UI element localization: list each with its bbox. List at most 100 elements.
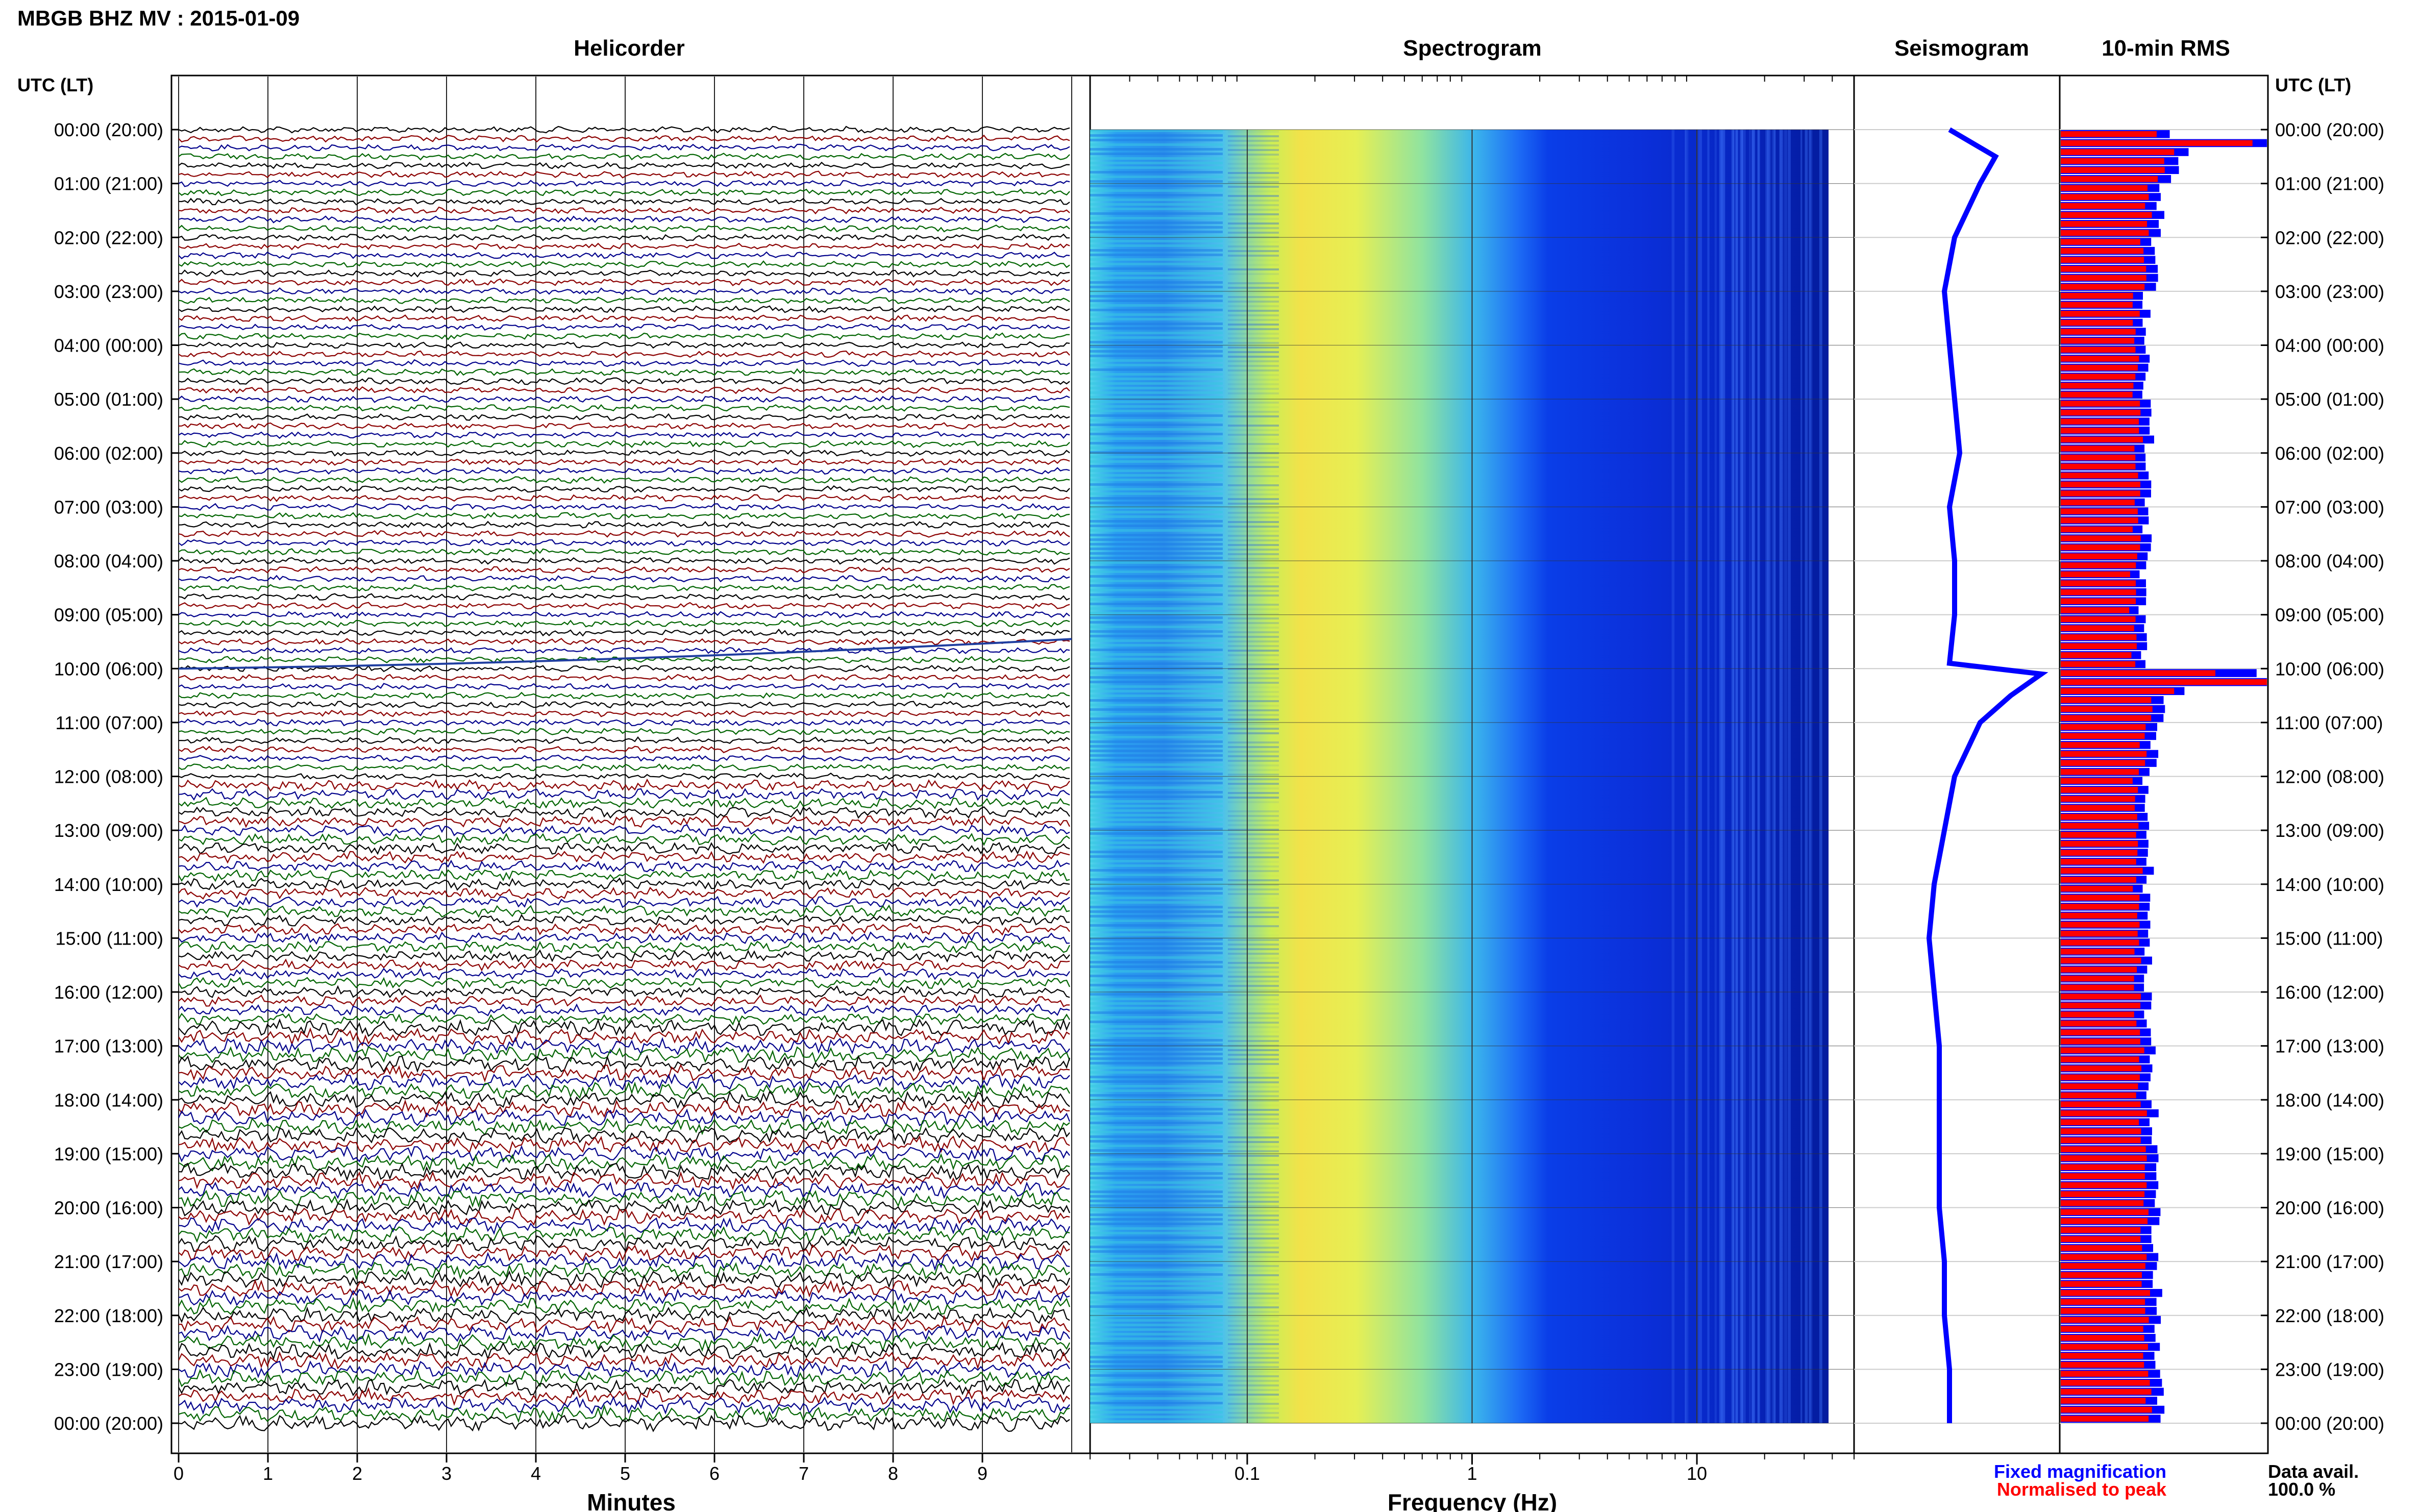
time-label-right: 17:00 (13:00) (2275, 1036, 2384, 1057)
helicorder-trace (178, 225, 1070, 233)
seismogram-trace (1926, 127, 2048, 1423)
time-label-left: 19:00 (15:00) (54, 1144, 163, 1164)
helicorder-trace (178, 968, 1070, 981)
helicorder-trace (178, 859, 1070, 873)
time-label-left: 07:00 (03:00) (54, 497, 163, 517)
time-label-right: 02:00 (22:00) (2275, 227, 2384, 248)
helicorder-trace (178, 476, 1070, 484)
rms-bar-normalised (2061, 391, 2133, 398)
helicorder-trace (178, 395, 1070, 403)
rms-bar-normalised (2061, 867, 2143, 874)
helicorder-trace (178, 994, 1070, 1008)
helicorder-trace (178, 691, 1070, 700)
rms-bar-normalised (2061, 436, 2143, 443)
rms-bar-normalised (2061, 1191, 2145, 1197)
time-label-right: 06:00 (02:00) (2275, 443, 2384, 464)
helicorder-trace (178, 877, 1070, 891)
helicorder-trace (178, 242, 1070, 251)
helicorder-trace (178, 287, 1070, 295)
rms-bar-normalised (2061, 499, 2135, 506)
time-label-left: 17:00 (13:00) (54, 1036, 163, 1057)
rms-bar-normalised (2061, 742, 2140, 748)
rms-bar-normalised (2061, 140, 2253, 146)
rms-bar-normalised (2061, 302, 2133, 308)
time-label-right: 03:00 (23:00) (2275, 281, 2384, 302)
time-label-left: 01:00 (21:00) (54, 173, 163, 194)
time-label-right: 19:00 (15:00) (2275, 1144, 2384, 1164)
rms-bar-normalised (2061, 778, 2133, 784)
helicorder-trace (178, 1404, 1070, 1423)
rms-bar-normalised (2061, 1128, 2141, 1134)
rms-bar-normalised (2061, 858, 2136, 865)
rms-bar-normalised (2061, 1326, 2143, 1332)
minute-tick-label: 3 (441, 1463, 452, 1484)
spectrogram-heading: Spectrogram (1403, 36, 1541, 61)
helicorder-trace (178, 940, 1070, 954)
time-label-right: 10:00 (06:00) (2275, 658, 2384, 679)
helicorder-trace (178, 718, 1070, 727)
helicorder-trace (178, 647, 1070, 654)
helicorder-trace (178, 350, 1070, 358)
rms-bar-normalised (2061, 1379, 2150, 1386)
helicorder-trace (178, 709, 1070, 717)
helicorder-trace (178, 584, 1070, 592)
rms-heading: 10-min RMS (2102, 36, 2230, 61)
rms-bar-normalised (2061, 805, 2135, 811)
rms-bar-normalised (2061, 1173, 2145, 1179)
time-label-right: 07:00 (03:00) (2275, 497, 2384, 517)
minute-tick-label: 6 (709, 1463, 720, 1484)
helicorder-trace (178, 1127, 1070, 1146)
helicorder-trace (178, 797, 1070, 810)
rms-bar-normalised (2061, 840, 2138, 847)
helicorder-trace (178, 215, 1070, 224)
time-label-left: 06:00 (02:00) (54, 443, 163, 464)
rms-bar-normalised (2061, 885, 2133, 892)
time-label-right: 00:00 (20:00) (2275, 119, 2384, 140)
rms-bar-normalised (2061, 903, 2139, 910)
helicorder-trace (178, 413, 1070, 421)
rms-bar-normalised (2061, 239, 2140, 245)
rms-bar-normalised (2061, 176, 2158, 182)
helicorder-trace (178, 323, 1070, 331)
helicorder-trace (178, 153, 1070, 161)
rms-bar-normalised (2061, 230, 2149, 236)
rms-bar-normalised (2061, 535, 2141, 541)
time-label-left: 20:00 (16:00) (54, 1198, 163, 1219)
helicorder-trace (178, 1342, 1070, 1361)
helicorder-trace (178, 985, 1070, 998)
time-label-left: 10:00 (06:00) (54, 658, 163, 679)
rms-bar-normalised (2061, 1406, 2152, 1413)
helicorder-trace (178, 548, 1070, 556)
rms-bar-normalised (2061, 1344, 2148, 1350)
rms-bar-normalised (2061, 364, 2138, 371)
helicorder-trace (178, 1162, 1070, 1181)
rms-bar-normalised (2061, 158, 2164, 164)
rms-bar-normalised (2061, 1065, 2141, 1072)
rms-bar-normalised (2061, 607, 2130, 613)
rms-bar-normalised (2061, 1308, 2145, 1314)
rms-bar-normalised (2061, 1334, 2144, 1341)
helicorder-trace (178, 1018, 1071, 1037)
rms-bar-normalised (2061, 679, 2267, 685)
rms-bar-normalised (2061, 1371, 2149, 1377)
helicorder-trace (178, 977, 1070, 989)
rms-bar-normalised (2061, 1002, 2141, 1009)
time-label-left: 22:00 (18:00) (54, 1305, 163, 1326)
helicorder-trace (178, 1198, 1071, 1217)
rms-bar-normalised (2061, 922, 2140, 928)
rms-bar-normalised (2061, 1137, 2141, 1144)
frequency-tick-label: 10 (1687, 1463, 1707, 1484)
helicorder-trace (178, 206, 1070, 215)
rms-bar-normalised (2061, 346, 2136, 353)
rms-bar-normalised (2061, 787, 2138, 793)
rms-bar-normalised (2061, 1119, 2139, 1126)
helicorder-trace (178, 180, 1070, 187)
rms-bar-normalised (2061, 445, 2135, 452)
time-label-right: 13:00 (09:00) (2275, 820, 2384, 841)
helicorder-trace (178, 778, 1070, 792)
helicorder-trace (178, 1090, 1070, 1109)
rms-bar-normalised (2061, 697, 2152, 703)
helicorder-trace (178, 1315, 1070, 1334)
helicorder-trace (178, 494, 1070, 502)
